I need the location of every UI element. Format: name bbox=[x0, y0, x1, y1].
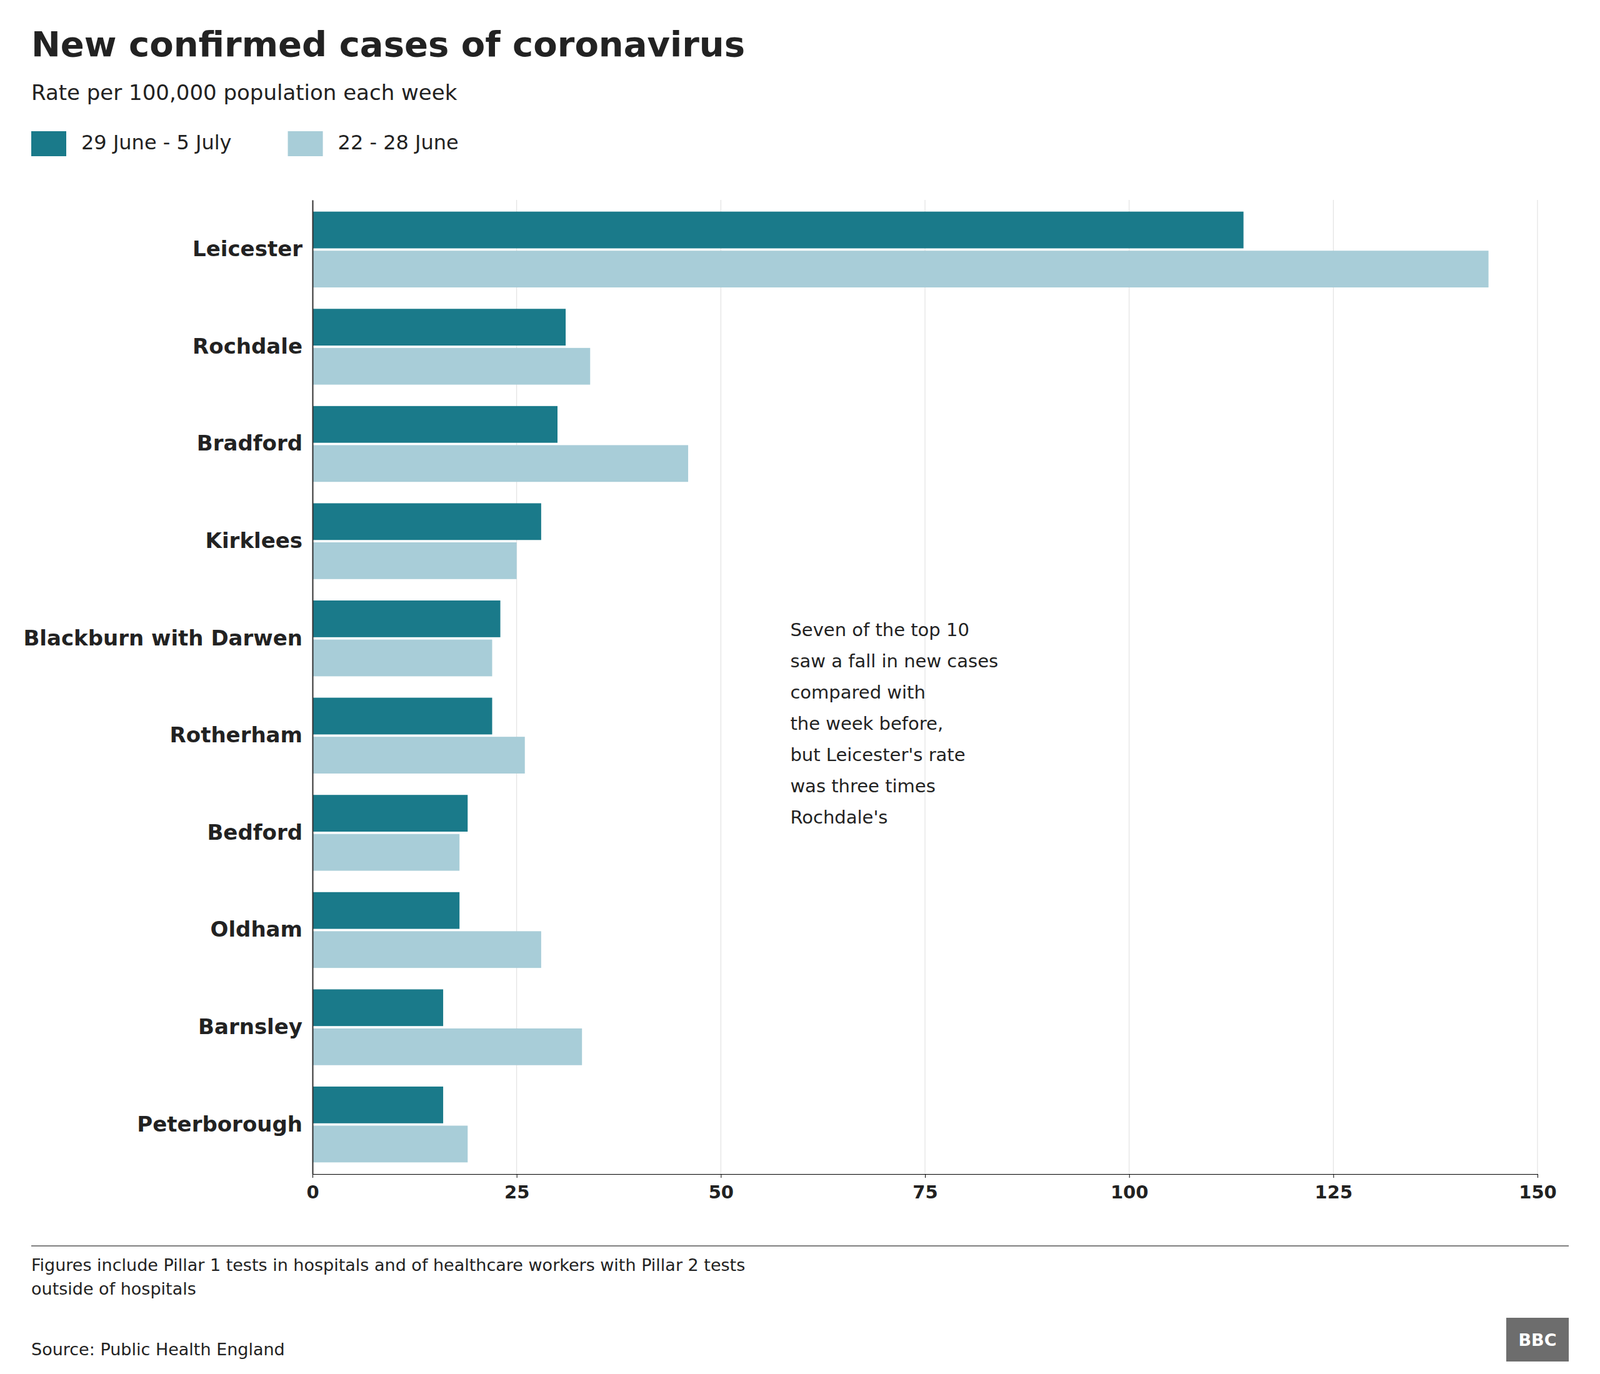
y-tick: Bradford bbox=[196, 430, 313, 456]
x-tick: 25 bbox=[504, 1174, 530, 1204]
grid bbox=[312, 200, 1538, 1175]
y-tick-label: Rochdale bbox=[192, 333, 303, 359]
legend-label: 22 - 28 June bbox=[338, 130, 459, 155]
chart: New confirmed cases of coronavirus Rate p… bbox=[0, 0, 1600, 1374]
x-tick-label: 25 bbox=[504, 1181, 530, 1204]
bar bbox=[312, 1086, 444, 1124]
x-tick-label: 100 bbox=[1110, 1181, 1149, 1204]
grid-line bbox=[1537, 200, 1539, 1175]
bar bbox=[312, 892, 460, 930]
bar bbox=[312, 1126, 468, 1164]
y-tick-label: Peterborough bbox=[136, 1111, 303, 1137]
x-tick-label: 150 bbox=[1518, 1181, 1557, 1204]
y-tick: Rotherham bbox=[170, 722, 313, 748]
grid-line bbox=[312, 200, 314, 1175]
y-tick-label: Bedford bbox=[206, 820, 303, 845]
title: New confirmed cases of coronavirus bbox=[31, 23, 745, 65]
x-tick-mark bbox=[1333, 1174, 1334, 1179]
y-axis: Leicester Rochdale Bradford Kirklees Blackbu… bbox=[23, 200, 313, 1175]
y-tick: Peterborough bbox=[136, 1111, 313, 1137]
y-tick-label: Bradford bbox=[196, 430, 303, 456]
y-axis-line bbox=[312, 200, 314, 1175]
x-tick: 75 bbox=[912, 1174, 938, 1204]
bar bbox=[312, 250, 1489, 288]
bar bbox=[312, 1028, 582, 1066]
x-tick-mark bbox=[1537, 1174, 1539, 1179]
bar bbox=[312, 503, 542, 540]
bar bbox=[312, 795, 468, 832]
y-tick: Bedford bbox=[206, 820, 313, 845]
y-tick: Barnsley bbox=[198, 1014, 313, 1040]
bar bbox=[312, 406, 558, 444]
bars bbox=[312, 211, 1489, 1164]
bar bbox=[312, 211, 1244, 249]
x-tick-mark bbox=[516, 1174, 518, 1179]
grid-line bbox=[720, 200, 722, 1175]
y-tick: Kirklees bbox=[205, 528, 313, 554]
bar bbox=[312, 989, 444, 1027]
y-tick-label: Blackburn with Darwen bbox=[23, 625, 303, 651]
y-tick: Leicester bbox=[192, 236, 313, 262]
legend-label: 29 June - 5 July bbox=[81, 130, 232, 155]
logo: BBC bbox=[1506, 1318, 1569, 1362]
legend-swatch bbox=[31, 131, 67, 157]
x-axis: 0 25 50 75 100 125 150 bbox=[306, 1174, 1557, 1204]
legend: 29 June - 5 July 22 - 28 June bbox=[31, 130, 459, 157]
x-tick: 100 bbox=[1110, 1174, 1149, 1204]
footnote: Figures include Pillar 1 tests in hospit… bbox=[31, 1255, 745, 1275]
y-tick-label: Oldham bbox=[210, 916, 303, 942]
bar bbox=[312, 834, 460, 872]
x-tick-label: 0 bbox=[306, 1181, 319, 1204]
bar bbox=[312, 445, 689, 482]
x-tick-mark bbox=[1129, 1174, 1130, 1179]
y-tick-label: Leicester bbox=[192, 236, 303, 262]
x-tick: 125 bbox=[1315, 1174, 1354, 1204]
bar bbox=[312, 308, 566, 346]
bar bbox=[312, 640, 492, 677]
x-tick-mark bbox=[720, 1174, 722, 1179]
x-tick-label: 75 bbox=[912, 1181, 938, 1204]
x-tick-label: 125 bbox=[1315, 1181, 1354, 1204]
y-tick: Oldham bbox=[210, 916, 313, 942]
bar bbox=[312, 736, 525, 774]
bar bbox=[312, 542, 517, 580]
y-tick-label: Barnsley bbox=[198, 1014, 303, 1040]
x-tick-mark bbox=[312, 1174, 314, 1179]
x-tick: 0 bbox=[306, 1174, 319, 1204]
subtitle: Rate per 100,000 population each week bbox=[31, 80, 458, 105]
bar bbox=[312, 600, 501, 638]
x-tick: 50 bbox=[708, 1174, 734, 1204]
bar bbox=[312, 698, 492, 735]
source: Source: Public Health England bbox=[31, 1340, 285, 1360]
annotation: Seven of the top 10saw a fall in new cas… bbox=[790, 619, 999, 829]
bar bbox=[312, 931, 542, 969]
x-tick-label: 50 bbox=[708, 1181, 734, 1204]
x-tick-mark bbox=[925, 1174, 926, 1179]
grid-line bbox=[1128, 200, 1130, 1175]
logo-text: BBC bbox=[1518, 1330, 1557, 1350]
footnote: outside of hospitals bbox=[31, 1279, 197, 1299]
y-tick: Blackburn with Darwen bbox=[23, 625, 313, 651]
legend-swatch bbox=[288, 131, 324, 157]
bar bbox=[312, 348, 590, 385]
logo-box bbox=[1506, 1318, 1569, 1362]
x-tick: 150 bbox=[1518, 1174, 1557, 1204]
y-tick: Rochdale bbox=[192, 333, 313, 359]
y-tick-label: Kirklees bbox=[205, 528, 303, 554]
grid-line bbox=[1333, 200, 1334, 1175]
plot: 0 25 50 75 100 125 150 Leicester Rochdale Bradfor… bbox=[23, 200, 1557, 1204]
grid-line bbox=[516, 200, 517, 1175]
y-tick-label: Rotherham bbox=[170, 722, 303, 748]
separator bbox=[31, 1245, 1569, 1247]
